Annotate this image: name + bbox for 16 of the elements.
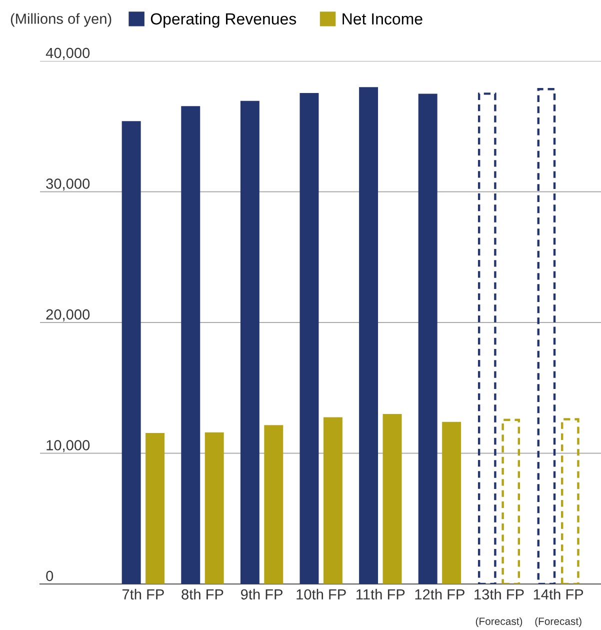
y-tick-label: 10,000 (46, 440, 90, 452)
x-tick-label: 12th FP (415, 588, 464, 600)
legend-label: Net Income (342, 13, 422, 25)
y-tick-label: 40,000 (46, 48, 90, 60)
x-tick-label: 10th FP (296, 588, 346, 600)
x-tick-label: 8th FP (182, 588, 224, 600)
x-tick-label: 7th FP (122, 588, 164, 600)
y-axis-title: (Millions of yen) (10, 13, 112, 27)
y-tick-label: 30,000 (46, 178, 90, 191)
legend-label: Operating Revenues (150, 12, 296, 28)
x-tick-label: 9th FP (240, 588, 282, 600)
y-tick-label: 0 (46, 570, 54, 582)
y-tick-label: 20,000 (46, 309, 90, 322)
category-label: 14th FP (Forecast) (534, 588, 584, 628)
x-tick-label: 11th FP (356, 588, 405, 600)
category-label: 13th FP (Forecast) (474, 588, 524, 628)
